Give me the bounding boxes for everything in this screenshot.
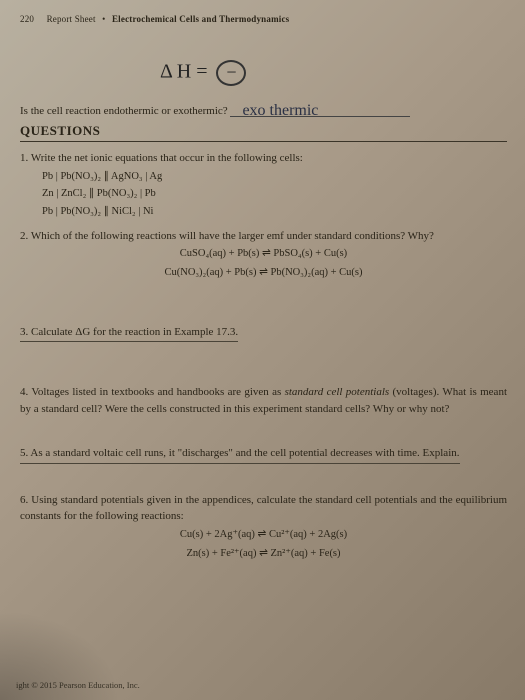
q6-num: 6.	[20, 494, 28, 506]
spacer	[20, 464, 507, 484]
question-3: 3. Calculate ΔG for the reaction in Exam…	[20, 324, 507, 343]
questions-heading: QUESTIONS	[20, 123, 507, 142]
delta-h-sign: −	[216, 60, 246, 86]
q4-italic: standard cell potentials	[285, 386, 390, 398]
copyright-footer: ight © 2015 Pearson Education, Inc.	[16, 680, 140, 690]
q6-text: Using standard potentials given in the a…	[20, 494, 507, 523]
worksheet-page: 220 Report Sheet • Electrochemical Cells…	[0, 0, 525, 572]
header-left: Report Sheet	[47, 14, 96, 24]
q6-eq1: Cu(s) + 2Ag⁺(aq) ⇌ Cu²⁺(aq) + 2Ag(s)	[20, 527, 507, 544]
spacer	[20, 282, 507, 316]
q1-text: Write the net ionic equations that occur…	[31, 152, 303, 164]
q2-num: 2.	[20, 230, 28, 242]
q3-text: Calculate ΔG for the reaction in Example…	[31, 326, 238, 338]
answer-blank: exo thermic	[230, 102, 410, 117]
q5-num: 5.	[20, 447, 28, 459]
q2-eq2: Cu(NO₃)₂(aq) + Pb(s) ⇌ Pb(NO₃)₂(aq) + Cu…	[20, 265, 507, 282]
q3-num: 3.	[20, 326, 28, 338]
q1-cell-b: Zn | ZnCl₂ ∥ Pb(NO₃)₂ | Pb	[42, 186, 507, 202]
delta-h-note: Δ H = −	[160, 60, 507, 86]
handwritten-answer: exo thermic	[242, 102, 318, 120]
spacer	[20, 342, 507, 376]
page-header: 220 Report Sheet • Electrochemical Cells…	[20, 14, 507, 24]
question-1: 1. Write the net ionic equations that oc…	[20, 150, 507, 220]
header-right: Electrochemical Cells and Thermodynamics	[112, 14, 289, 24]
q4-text: Voltages listed in textbooks and handboo…	[20, 386, 507, 415]
endo-exo-question: Is the cell reaction endothermic or exot…	[20, 102, 507, 117]
delta-h-symbol: Δ H =	[160, 61, 207, 83]
q1-cell-c: Pb | Pb(NO₃)₂ ∥ NiCl₂ | Ni	[42, 204, 507, 220]
bullet: •	[102, 14, 105, 24]
q5-text: As a standard voltaic cell runs, it "dis…	[30, 447, 459, 459]
question-5: 5. As a standard voltaic cell runs, it "…	[20, 445, 507, 464]
endo-question-text: Is the cell reaction endothermic or exot…	[20, 105, 228, 117]
spacer	[20, 417, 507, 437]
q6-eq2: Zn(s) + Fe²⁺(aq) ⇌ Zn²⁺(aq) + Fe(s)	[20, 546, 507, 563]
question-2: 2. Which of the following reactions will…	[20, 228, 507, 282]
q1-cell-a: Pb | Pb(NO₃)₂ ∥ AgNO₃ | Ag	[42, 169, 507, 185]
q1-num: 1.	[20, 152, 28, 164]
q2-eq1: CuSO₄(aq) + Pb(s) ⇌ PbSO₄(s) + Cu(s)	[20, 246, 507, 263]
question-4: 4. Voltages listed in textbooks and hand…	[20, 384, 507, 417]
q4-num: 4.	[20, 386, 28, 398]
q2-text: Which of the following reactions will ha…	[31, 230, 434, 242]
page-number: 220	[20, 14, 34, 24]
question-6: 6. Using standard potentials given in th…	[20, 492, 507, 563]
